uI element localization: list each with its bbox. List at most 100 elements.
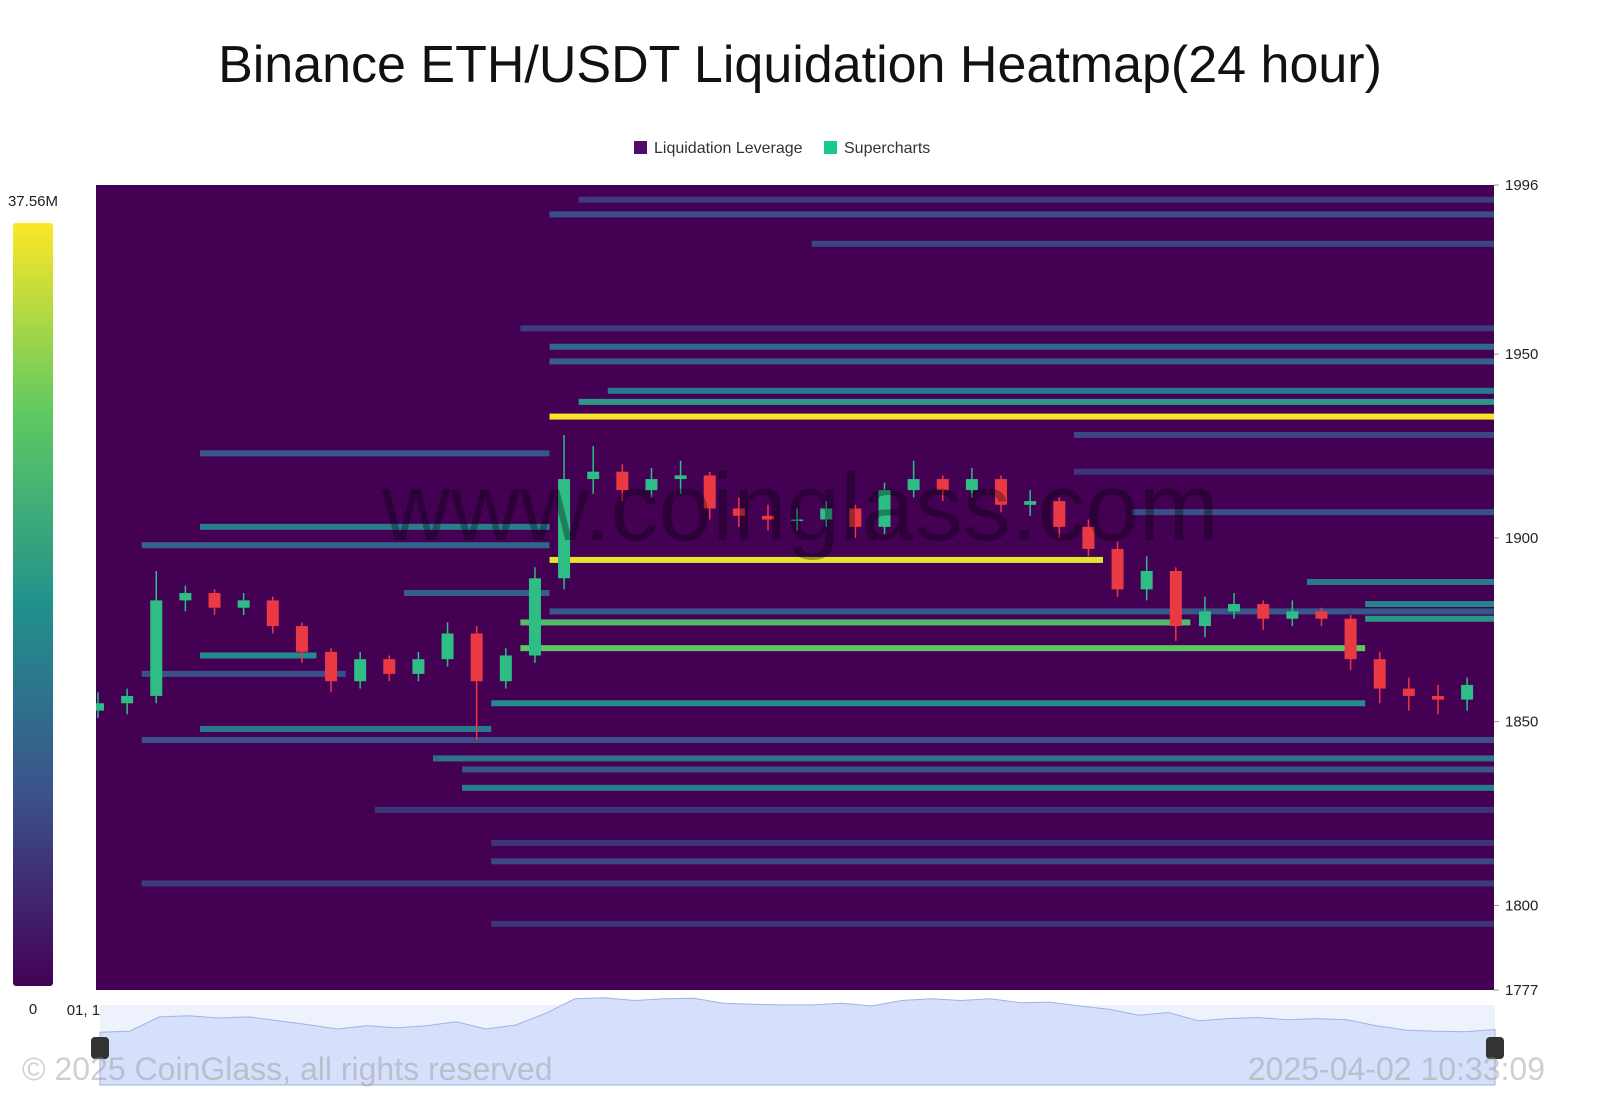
heatmap-band bbox=[462, 784, 1494, 791]
candle-body bbox=[383, 659, 396, 674]
candle-body bbox=[616, 471, 629, 491]
legend: Liquidation Leverage Supercharts bbox=[634, 140, 930, 157]
heatmap-band bbox=[1073, 468, 1494, 475]
candle-body bbox=[470, 633, 483, 682]
candle-body bbox=[1344, 618, 1357, 660]
heatmap-band bbox=[1132, 509, 1494, 516]
heatmap-band bbox=[141, 737, 1494, 744]
candle-body bbox=[237, 600, 250, 608]
candle-body bbox=[761, 515, 774, 520]
navigator-handle[interactable] bbox=[91, 1037, 109, 1059]
candle-body bbox=[558, 479, 571, 579]
candle-body bbox=[266, 600, 279, 627]
legend-label: Liquidation Leverage bbox=[654, 140, 803, 157]
candle-body bbox=[732, 508, 745, 516]
candle-body bbox=[528, 578, 541, 656]
y-tick-label: 1800 bbox=[1505, 897, 1538, 914]
heatmap-band bbox=[432, 755, 1494, 762]
candle-body bbox=[499, 655, 512, 682]
heatmap-band bbox=[549, 343, 1494, 350]
heatmap-band bbox=[578, 196, 1494, 203]
candle-body bbox=[820, 508, 833, 520]
y-tick-label: 1850 bbox=[1505, 714, 1538, 731]
heatmap-band bbox=[549, 556, 1103, 563]
heatmap-band bbox=[578, 398, 1494, 405]
y-tick-label: 1996 bbox=[1505, 177, 1538, 194]
candle-body bbox=[179, 593, 192, 601]
heatmap-band bbox=[374, 806, 1494, 813]
heatmap-band bbox=[141, 880, 1494, 887]
candle-body bbox=[1286, 611, 1299, 619]
heatmap-band bbox=[520, 325, 1494, 332]
candle-body bbox=[1228, 604, 1241, 612]
candle-body bbox=[1461, 684, 1474, 700]
navigator-handle[interactable] bbox=[1486, 1037, 1504, 1059]
candle-body bbox=[1053, 501, 1066, 527]
legend-swatch bbox=[634, 141, 647, 154]
heatmap-band bbox=[199, 450, 550, 457]
y-tick-label: 1777 bbox=[1505, 982, 1538, 999]
candle-body bbox=[907, 479, 920, 491]
candle-body bbox=[96, 703, 104, 711]
heatmap-band bbox=[491, 839, 1494, 846]
heatmap-band bbox=[811, 240, 1494, 247]
heatmap-band bbox=[199, 726, 492, 733]
heatmap-band bbox=[607, 387, 1494, 394]
navigator-area bbox=[99, 997, 1496, 1086]
candle-body bbox=[1373, 659, 1386, 689]
heatmap-band bbox=[141, 670, 346, 677]
candle-body bbox=[208, 593, 221, 608]
heatmap-background bbox=[96, 185, 1494, 990]
candle-body bbox=[703, 475, 716, 509]
candle-body bbox=[325, 651, 338, 682]
copyright: © 2025 CoinGlass, all rights reserved bbox=[22, 1051, 552, 1087]
heatmap-band bbox=[549, 358, 1494, 365]
candle-body bbox=[121, 695, 134, 704]
heatmap-band bbox=[1365, 601, 1494, 608]
candle-body bbox=[849, 508, 862, 527]
candle-body bbox=[878, 490, 891, 527]
candle-body bbox=[1024, 501, 1037, 505]
heatmap-band bbox=[520, 645, 1366, 652]
candle-body bbox=[150, 600, 163, 696]
heatmap-band bbox=[549, 608, 1494, 615]
watermark: www.coinglass.com bbox=[380, 454, 1219, 561]
colorbar-max-label: 37.56M bbox=[8, 193, 58, 210]
candle-body bbox=[791, 519, 804, 521]
candle-body bbox=[441, 633, 454, 660]
candle-body bbox=[1431, 695, 1444, 700]
heatmap-band bbox=[199, 523, 550, 530]
heatmap-band bbox=[549, 413, 1494, 420]
heatmap-band bbox=[549, 211, 1494, 218]
heatmap-band bbox=[1073, 431, 1494, 438]
candle-body bbox=[1140, 570, 1153, 590]
heatmap-band bbox=[491, 920, 1494, 927]
candle-body bbox=[965, 479, 978, 491]
heatmap-band bbox=[199, 652, 317, 659]
heatmap-band bbox=[1306, 578, 1494, 585]
legend-swatch bbox=[824, 141, 837, 154]
candle-body bbox=[354, 659, 367, 682]
candle-body bbox=[1257, 604, 1270, 619]
heatmap-band bbox=[491, 700, 1366, 707]
timestamp: 2025-04-02 10:33:09 bbox=[1248, 1051, 1545, 1087]
plot-area bbox=[96, 185, 1494, 990]
heatmap-band bbox=[1365, 615, 1494, 622]
candle-body bbox=[295, 626, 308, 652]
y-tick-label: 1900 bbox=[1505, 530, 1538, 547]
colorbar-min-label: 0 bbox=[29, 1001, 37, 1018]
candle-body bbox=[587, 471, 600, 480]
heatmap-band bbox=[491, 858, 1494, 865]
heatmap-band bbox=[141, 542, 550, 549]
heatmap-band bbox=[462, 766, 1494, 773]
navigator-series bbox=[99, 997, 1496, 1086]
candle-body bbox=[645, 479, 658, 491]
candle-body bbox=[1198, 611, 1211, 627]
heatmap-band bbox=[403, 590, 550, 597]
candle-body bbox=[1082, 526, 1095, 549]
candle-body bbox=[1111, 548, 1124, 590]
y-tick-label: 1950 bbox=[1505, 346, 1538, 363]
legend-label: Supercharts bbox=[844, 140, 930, 157]
heatmap-band bbox=[520, 619, 1191, 626]
